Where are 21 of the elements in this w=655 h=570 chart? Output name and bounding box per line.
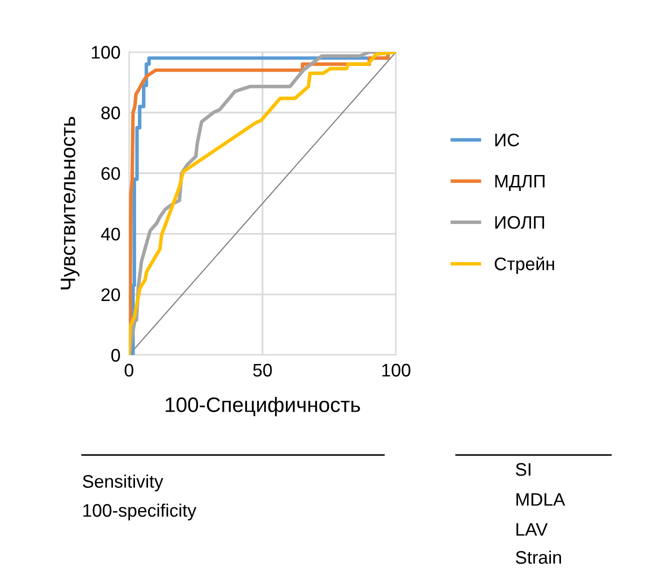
text: LAV bbox=[516, 523, 548, 536]
x-axis-title: 100-Специфичность bbox=[166, 396, 360, 416]
legend-label: ИС bbox=[495, 134, 520, 146]
y-tick-label: 0 bbox=[111, 348, 120, 362]
y-tick-label: 100 bbox=[92, 46, 120, 59]
x-tick-label: 100 bbox=[382, 364, 410, 377]
text: SI bbox=[516, 463, 530, 476]
y-tick-label: 80 bbox=[101, 106, 120, 120]
text: MDLA bbox=[516, 493, 566, 506]
legend-label: МДЛП bbox=[495, 174, 544, 192]
x-tick-label: 50 bbox=[253, 364, 272, 377]
x-tick-label: 0 bbox=[124, 364, 134, 377]
text: Strain bbox=[516, 550, 561, 564]
text: Sensitivity bbox=[82, 474, 164, 492]
legend-label: ИОЛП bbox=[495, 216, 544, 229]
y-tick-label: 60 bbox=[102, 167, 120, 180]
text: 100-specificity bbox=[83, 504, 196, 520]
y-tick-label: 40 bbox=[101, 228, 120, 241]
y-axis-title: Чувствительность bbox=[60, 116, 80, 290]
legend-label: Стрейн bbox=[494, 256, 554, 274]
y-tick-label: 20 bbox=[101, 288, 120, 302]
